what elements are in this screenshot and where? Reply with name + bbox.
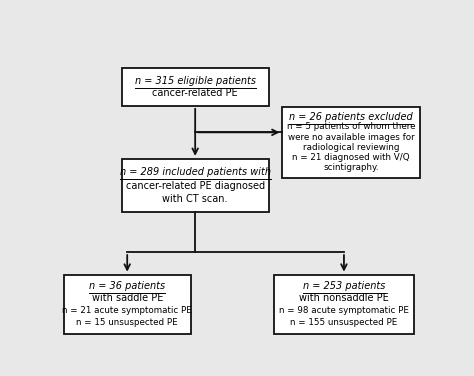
- Text: with CT scan.: with CT scan.: [163, 194, 228, 204]
- Text: n = 98 acute symptomatic PE: n = 98 acute symptomatic PE: [279, 306, 409, 315]
- FancyBboxPatch shape: [283, 107, 420, 177]
- Text: with nonsaddle PE: with nonsaddle PE: [299, 293, 389, 303]
- Text: scintigraphy.: scintigraphy.: [324, 163, 379, 172]
- Text: were no available images for: were no available images for: [288, 133, 415, 141]
- Text: radiological reviewing: radiological reviewing: [303, 143, 400, 152]
- Text: n = 289 included patients with: n = 289 included patients with: [119, 167, 271, 177]
- Text: n = 155 unsuspected PE: n = 155 unsuspected PE: [290, 318, 398, 326]
- Text: n = 21 diagnosed with V/Q: n = 21 diagnosed with V/Q: [292, 153, 410, 162]
- Text: n = 26 patients excluded: n = 26 patients excluded: [290, 112, 413, 122]
- Text: n = 15 unsuspected PE: n = 15 unsuspected PE: [76, 318, 178, 326]
- FancyBboxPatch shape: [122, 159, 269, 212]
- Text: n = 5 patients of whom there: n = 5 patients of whom there: [287, 123, 416, 131]
- Text: n = 36 patients: n = 36 patients: [89, 281, 165, 291]
- Text: n = 315 eligible patients: n = 315 eligible patients: [135, 76, 255, 86]
- FancyBboxPatch shape: [274, 274, 414, 334]
- Text: n = 21 acute symptomatic PE: n = 21 acute symptomatic PE: [63, 306, 192, 315]
- FancyBboxPatch shape: [122, 68, 269, 106]
- Text: cancer-related PE diagnosed: cancer-related PE diagnosed: [126, 180, 265, 191]
- Text: cancer-related PE: cancer-related PE: [152, 88, 238, 99]
- Text: n = 253 patients: n = 253 patients: [303, 281, 385, 291]
- Text: with saddle PE: with saddle PE: [91, 293, 163, 303]
- FancyBboxPatch shape: [64, 274, 191, 334]
